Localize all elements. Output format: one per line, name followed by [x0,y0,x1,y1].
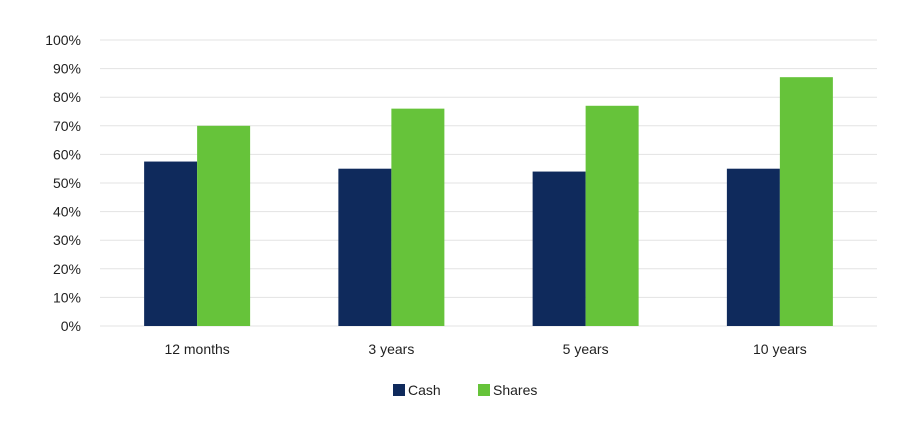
bar-shares-10-years [779,77,833,327]
legend: Cash Shares [393,382,537,398]
legend-swatch-cash [393,384,405,396]
y-tick-label: 40% [53,204,81,220]
bar-shares-12-months [197,125,251,326]
x-category-label: 12 months [164,341,229,357]
y-tick-label: 100% [45,32,81,48]
x-category-label: 10 years [753,341,807,357]
y-tick-label: 90% [53,61,81,77]
y-tick-label: 20% [53,261,81,277]
bar-shares-5-years [585,105,639,326]
y-tick-label: 10% [53,289,81,305]
y-tick-label: 50% [53,175,81,191]
y-tick-label: 60% [53,146,81,162]
y-tick-label: 70% [53,118,81,134]
x-axis-category-labels: 12 months 3 years 5 years 10 years [164,341,806,357]
bar-cash-5-years [532,171,586,326]
legend-label-cash: Cash [408,382,441,398]
x-category-label: 5 years [563,341,609,357]
y-tick-label: 80% [53,89,81,105]
y-axis-tick-labels: 0% 10% 20% 30% 40% 50% 60% 70% 80% 90% 100% [45,32,81,334]
y-tick-label: 0% [61,318,81,334]
bar-cash-3-years [338,168,392,326]
x-category-label: 3 years [368,341,414,357]
bar-cash-10-years [726,168,780,326]
bar-shares-3-years [391,108,445,326]
bar-cash-12-months [144,161,198,326]
legend-swatch-shares [478,384,490,396]
bars [144,77,833,327]
legend-label-shares: Shares [493,382,537,398]
y-tick-label: 30% [53,232,81,248]
